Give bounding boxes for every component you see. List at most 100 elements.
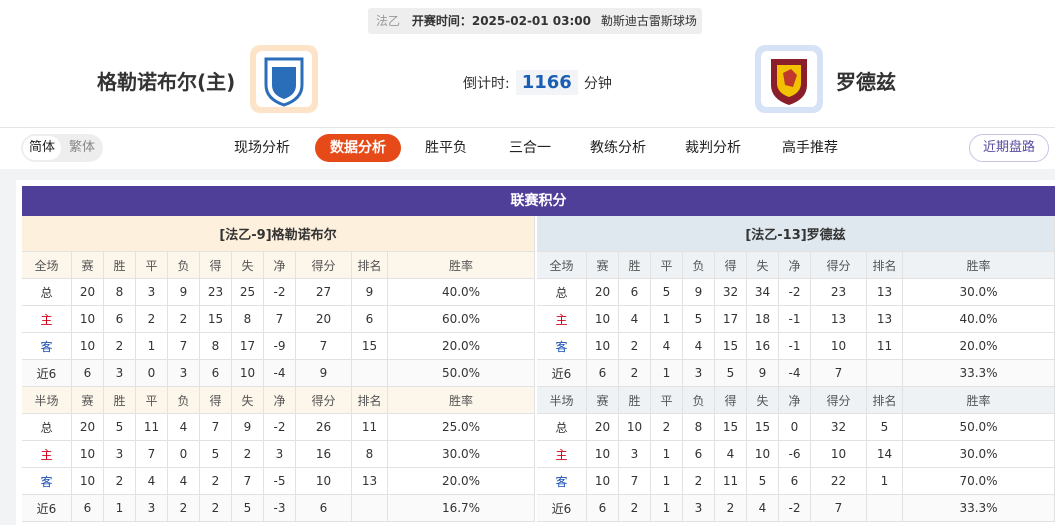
standings-title: 联赛积分: [22, 186, 1055, 216]
cell: 5: [104, 414, 136, 441]
row-label: 总: [537, 414, 587, 441]
cell: 6: [200, 360, 232, 387]
nav-tab[interactable]: 三合一: [509, 140, 551, 156]
cell: 6: [619, 279, 651, 306]
column-header: 排名: [352, 387, 388, 414]
cell: 23: [200, 279, 232, 306]
cell: [352, 360, 388, 387]
column-header: 净: [264, 387, 296, 414]
cell: 9: [296, 360, 352, 387]
column-header: 赛: [72, 252, 104, 279]
cell: 16.7%: [388, 495, 535, 522]
cell: 2: [168, 495, 200, 522]
cell: 3: [104, 360, 136, 387]
side-button[interactable]: 近期盘路: [969, 134, 1049, 162]
nav-tab[interactable]: 高手推荐: [782, 140, 838, 156]
cell: 2: [104, 468, 136, 495]
column-header: 失: [232, 387, 264, 414]
cell: 10: [619, 414, 651, 441]
cell: 5: [715, 360, 747, 387]
column-header: 净: [264, 252, 296, 279]
cell: 2: [619, 333, 651, 360]
row-label: 总: [22, 279, 72, 306]
cell: 6: [104, 306, 136, 333]
cell: 10: [72, 333, 104, 360]
column-header: 胜率: [903, 252, 1055, 279]
cell: 33.3%: [903, 495, 1055, 522]
team-header: [法乙-9]格勒诺布尔: [22, 216, 535, 252]
cell: 4: [747, 495, 779, 522]
column-header: 全场: [537, 252, 587, 279]
cell: 7: [811, 495, 867, 522]
cell: 15: [352, 333, 388, 360]
cell: 15: [715, 333, 747, 360]
countdown-unit: 分钟: [583, 75, 612, 92]
cell: 15: [200, 306, 232, 333]
cell: 32: [811, 414, 867, 441]
cell: 5: [651, 279, 683, 306]
cell: 1: [651, 495, 683, 522]
column-header: 排名: [867, 387, 903, 414]
cell: 0: [136, 360, 168, 387]
column-header: 负: [168, 387, 200, 414]
cell: 4: [715, 441, 747, 468]
cell: 6: [779, 468, 811, 495]
cell: 11: [136, 414, 168, 441]
cell: 50.0%: [903, 414, 1055, 441]
column-header: 失: [747, 252, 779, 279]
column-header: 得分: [296, 387, 352, 414]
script-option[interactable]: 简体: [23, 136, 61, 160]
column-header: 平: [136, 387, 168, 414]
cell: 11: [867, 333, 903, 360]
cell: 17: [232, 333, 264, 360]
cell: 20.0%: [903, 333, 1055, 360]
cell: 10: [296, 468, 352, 495]
column-header: 胜: [104, 387, 136, 414]
countdown-value: 1166: [515, 70, 578, 95]
script-option[interactable]: 繁体: [68, 140, 95, 155]
cell: 30.0%: [903, 441, 1055, 468]
row-label: 近6: [22, 495, 72, 522]
cell: 50.0%: [388, 360, 535, 387]
cell: 3: [264, 441, 296, 468]
cell: -5: [264, 468, 296, 495]
cell: 1: [651, 306, 683, 333]
away-logo-icon: [761, 51, 817, 107]
cell: 30.0%: [388, 441, 535, 468]
cell: 1: [651, 468, 683, 495]
nav-tab[interactable]: 数据分析: [315, 134, 401, 162]
column-header: 胜率: [388, 252, 535, 279]
cell: 7: [200, 414, 232, 441]
nav-tab[interactable]: 裁判分析: [685, 140, 741, 156]
cell: 33.3%: [903, 360, 1055, 387]
cell: 20: [72, 414, 104, 441]
cell: 13: [811, 306, 867, 333]
cell: 5: [683, 306, 715, 333]
cell: 6: [352, 306, 388, 333]
cell: 6: [587, 495, 619, 522]
column-header: 得: [715, 252, 747, 279]
nav-tab[interactable]: 胜平负: [425, 140, 467, 156]
cell: 11: [352, 414, 388, 441]
nav-tab[interactable]: 教练分析: [590, 140, 646, 156]
cell: -2: [779, 495, 811, 522]
row-label: 主: [537, 306, 587, 333]
cell: 3: [683, 360, 715, 387]
cell: 11: [715, 468, 747, 495]
cell: 4: [168, 414, 200, 441]
cell: 6: [296, 495, 352, 522]
cell: 27: [296, 279, 352, 306]
cell: 4: [168, 468, 200, 495]
column-header: 半场: [22, 387, 72, 414]
nav-tab[interactable]: 现场分析: [234, 140, 290, 156]
cell: 8: [232, 306, 264, 333]
cell: 15: [715, 414, 747, 441]
column-header: 得: [200, 252, 232, 279]
column-header: 得: [715, 387, 747, 414]
match-info-bar: 法乙 开赛时间：2025-02-01 03:00 勒斯迪古雷斯球场: [368, 8, 702, 34]
column-header: 赛: [72, 387, 104, 414]
team-header: [法乙-13]罗德兹: [537, 216, 1055, 252]
cell: 15: [747, 414, 779, 441]
cell: 7: [168, 333, 200, 360]
